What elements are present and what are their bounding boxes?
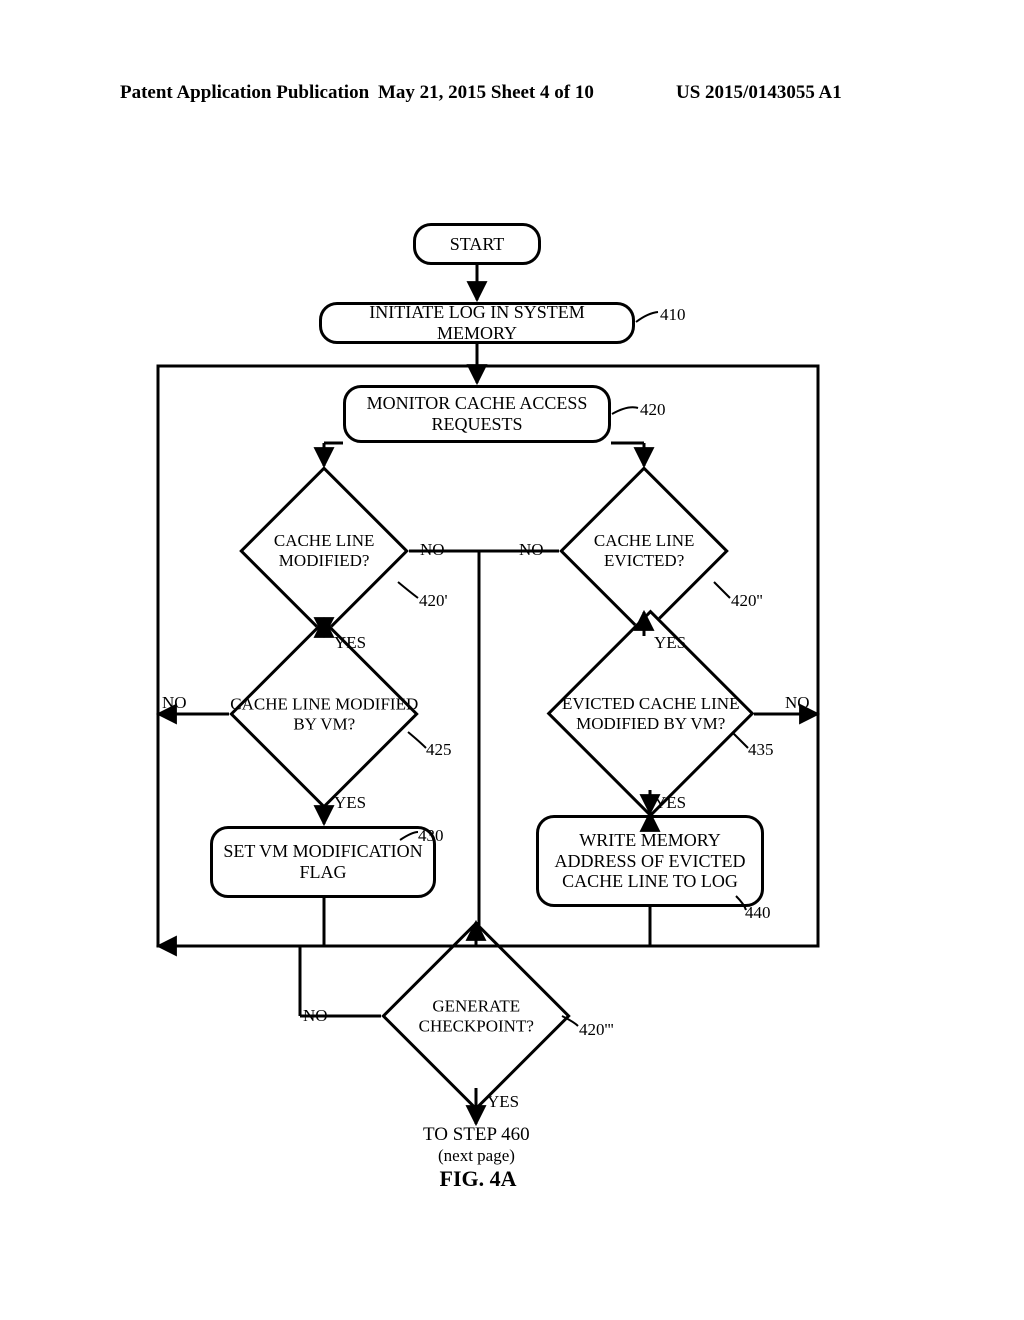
page: Patent Application Publication May 21, 2… xyxy=(0,0,1024,1320)
flow-wires xyxy=(0,0,1024,1320)
